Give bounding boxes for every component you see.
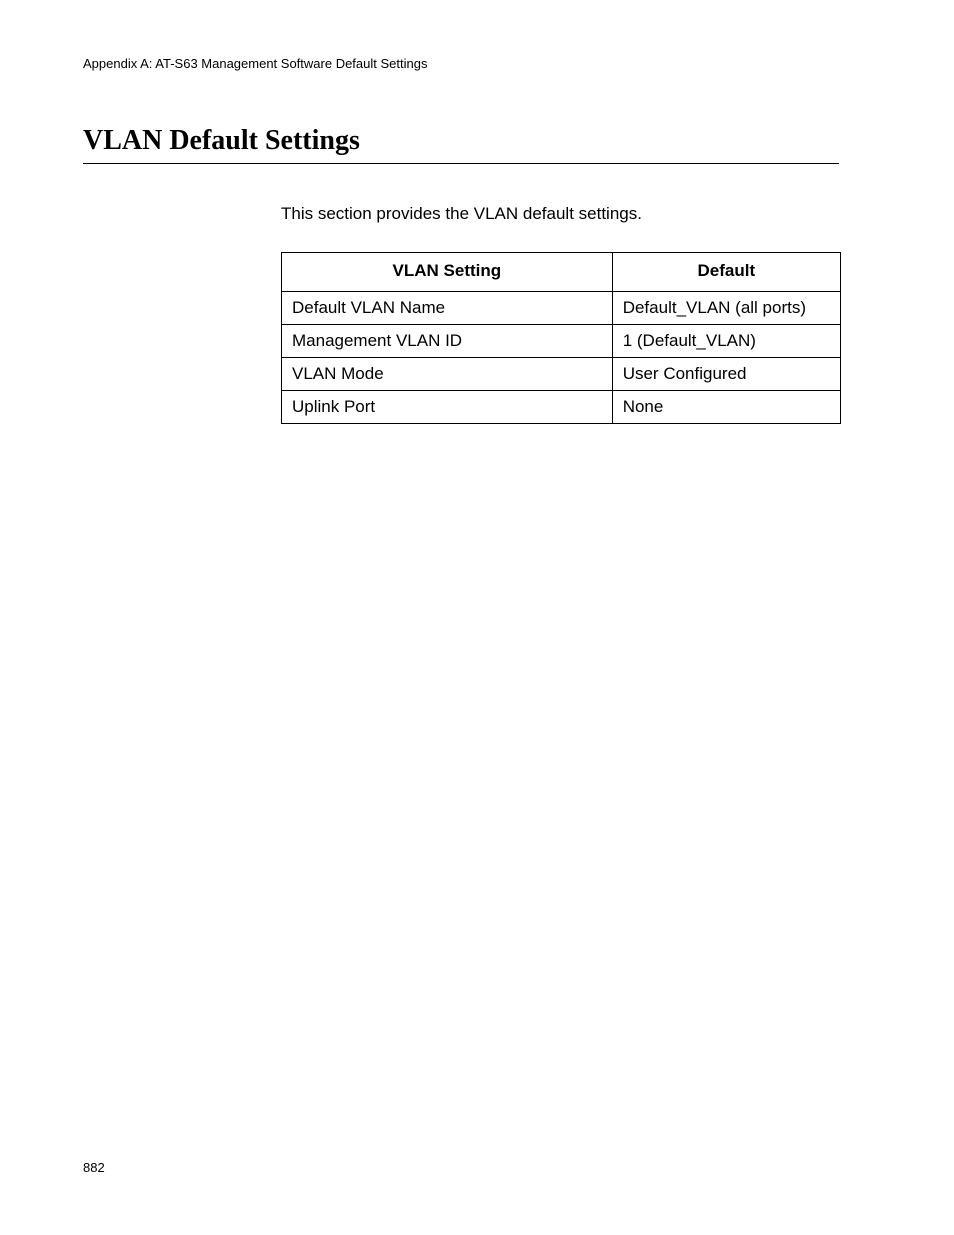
section-title: VLAN Default Settings [83, 125, 839, 157]
table-container: VLAN Setting Default Default VLAN Name D… [83, 252, 839, 424]
cell-default: Default_VLAN (all ports) [612, 292, 840, 325]
page-number: 882 [83, 1160, 105, 1175]
cell-default: User Configured [612, 358, 840, 391]
cell-setting: Management VLAN ID [282, 325, 613, 358]
table-row: Management VLAN ID 1 (Default_VLAN) [282, 325, 841, 358]
table-header-default: Default [612, 253, 840, 292]
cell-default: None [612, 391, 840, 424]
cell-setting: Default VLAN Name [282, 292, 613, 325]
running-header: Appendix A: AT-S63 Management Software D… [83, 56, 839, 71]
table-header-setting: VLAN Setting [282, 253, 613, 292]
table-row: Uplink Port None [282, 391, 841, 424]
section-intro: This section provides the VLAN default s… [83, 204, 839, 224]
vlan-settings-table: VLAN Setting Default Default VLAN Name D… [281, 252, 841, 424]
title-rule [83, 163, 839, 164]
cell-default: 1 (Default_VLAN) [612, 325, 840, 358]
table-header-row: VLAN Setting Default [282, 253, 841, 292]
table-row: Default VLAN Name Default_VLAN (all port… [282, 292, 841, 325]
cell-setting: VLAN Mode [282, 358, 613, 391]
page: Appendix A: AT-S63 Management Software D… [0, 0, 954, 1235]
cell-setting: Uplink Port [282, 391, 613, 424]
table-row: VLAN Mode User Configured [282, 358, 841, 391]
